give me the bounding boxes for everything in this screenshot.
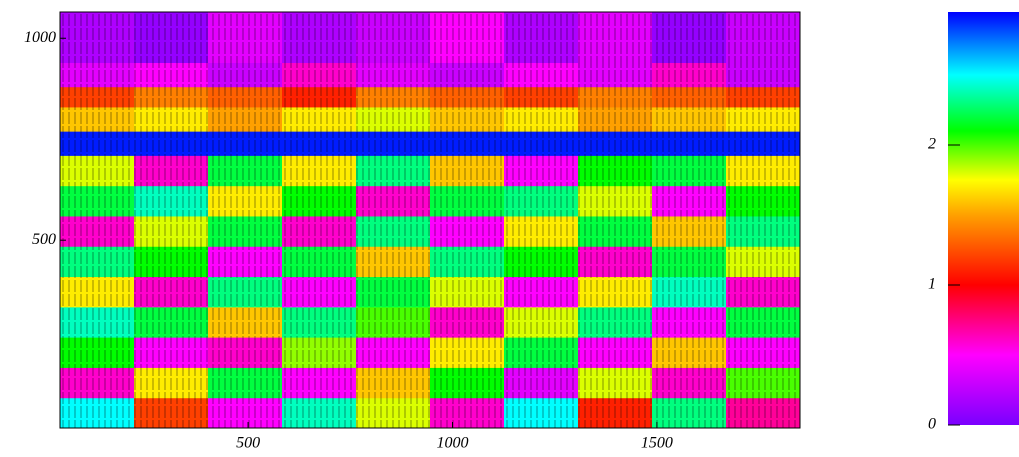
y-tick-label: 1000 — [24, 29, 56, 46]
x-tick-label: 1500 — [641, 435, 673, 452]
y-tick-label: 500 — [32, 231, 56, 248]
chart: 500 1000 1500 500 1000 0 1 2 — [0, 0, 1019, 457]
vector-texture — [60, 12, 800, 428]
colorbar-tick-label: 0 — [928, 416, 936, 433]
x-tick-label: 500 — [236, 435, 260, 452]
colorbar — [948, 12, 1019, 425]
colorbar-tick-label: 1 — [928, 276, 936, 293]
x-tick-label: 1000 — [436, 435, 468, 452]
colorbar-tick-label: 2 — [928, 136, 936, 153]
